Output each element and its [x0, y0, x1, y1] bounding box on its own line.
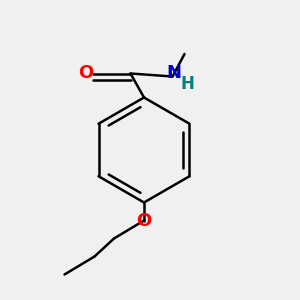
Text: N: N: [167, 64, 182, 82]
Text: O: O: [136, 212, 152, 230]
Text: O: O: [78, 64, 93, 82]
Text: H: H: [181, 75, 194, 93]
